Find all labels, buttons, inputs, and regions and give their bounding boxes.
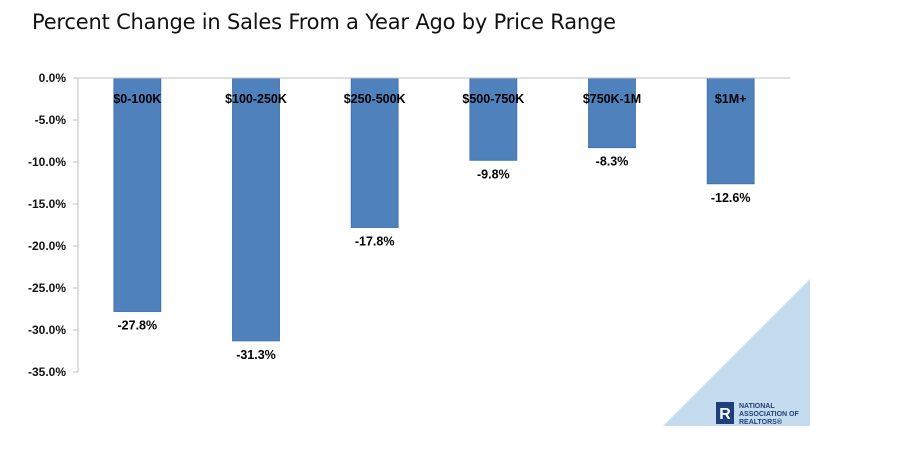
- logo-line-3: REALTORS®: [739, 418, 783, 426]
- y-tick-label: -20.0%: [28, 239, 66, 253]
- bar: [469, 77, 518, 161]
- y-tick-label: -15.0%: [28, 197, 66, 211]
- category-label: $100-250K: [225, 92, 287, 106]
- category-label: $0-100K: [113, 92, 161, 106]
- bar: [706, 77, 755, 185]
- bar: [232, 77, 280, 342]
- data-label: -12.6%: [711, 191, 751, 205]
- realtor-r-mark-icon: [716, 402, 734, 424]
- y-tick-label: -35.0%: [28, 365, 66, 379]
- data-label: -9.8%: [477, 167, 510, 181]
- y-tick-label: -30.0%: [28, 323, 66, 337]
- y-tick-label: -5.0%: [35, 113, 67, 127]
- data-label: -31.3%: [236, 348, 276, 362]
- logo-line-2: ASSOCIATION OF: [739, 411, 799, 418]
- bar: [350, 77, 399, 228]
- nar-logo: R NATIONAL ASSOCIATION OF REALTORS®: [716, 402, 799, 426]
- logo-line-1: NATIONAL: [739, 403, 775, 410]
- bar: [588, 77, 636, 149]
- y-tick-label: -25.0%: [28, 281, 66, 295]
- data-label: -17.8%: [355, 235, 395, 249]
- chart-title: Percent Change in Sales From a Year Ago …: [32, 10, 616, 34]
- data-label: -27.8%: [118, 319, 158, 333]
- category-label: $500-750K: [462, 92, 524, 106]
- data-label: -8.3%: [596, 155, 629, 169]
- realtor-r-mark-letter: R: [719, 406, 731, 423]
- bar: [113, 77, 162, 312]
- y-tick-label: 0.0%: [39, 71, 67, 85]
- category-label: $250-500K: [344, 92, 406, 106]
- category-label: $750K-1M: [583, 92, 641, 106]
- category-label: $1M+: [715, 92, 747, 106]
- y-tick-label: -10.0%: [28, 155, 66, 169]
- logo-background-triangle: [663, 279, 810, 426]
